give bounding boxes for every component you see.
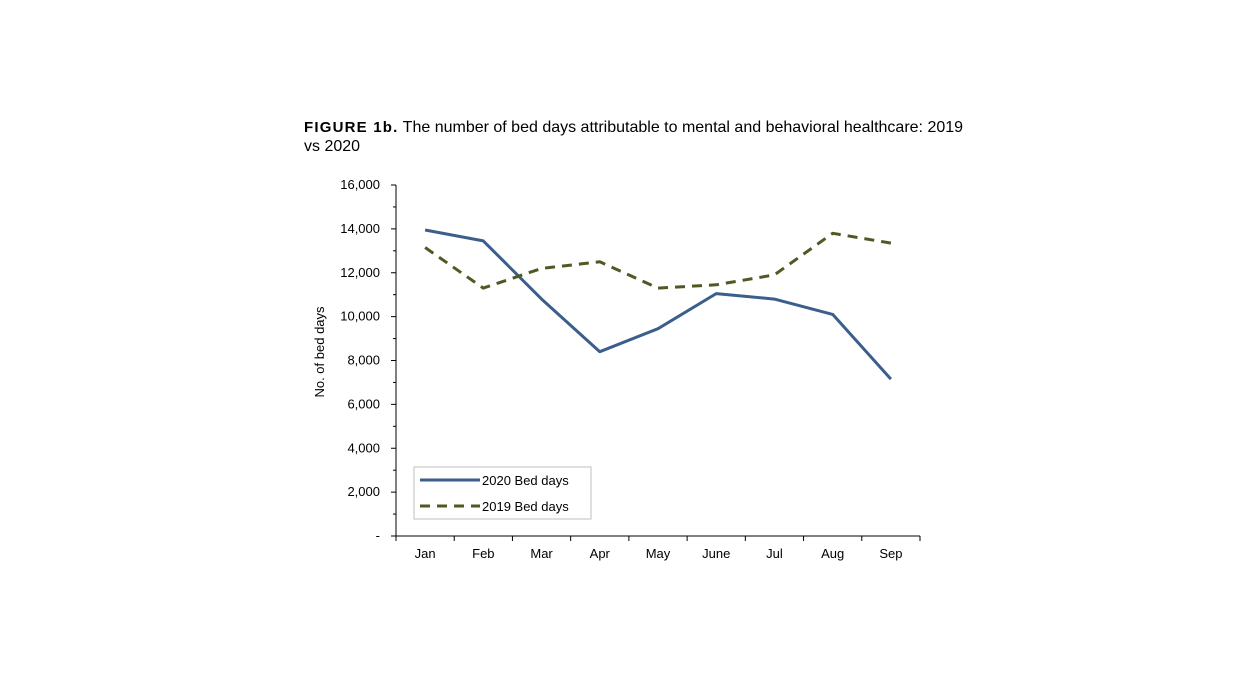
x-tick-label: Aug [821,546,844,561]
legend-label-2019: 2019 Bed days [482,499,569,514]
y-tick-label: - [376,528,380,543]
y-tick-label: 10,000 [340,309,380,324]
y-tick-label: 4,000 [347,440,380,455]
figure-title: FIGURE 1b. The number of bed days attrib… [304,118,964,156]
y-tick-label: 8,000 [347,353,380,368]
legend-label-2020: 2020 Bed days [482,473,569,488]
x-tick-label: Jan [415,546,436,561]
figure-caption: The number of bed days attributable to m… [304,119,964,155]
y-tick-label: 16,000 [340,177,380,192]
x-tick-label: Apr [590,546,611,561]
chart-axes: - 2,000 4,000 6,000 8,000 10,000 12,000 14,000 1… [340,177,921,561]
y-tick-label: 14,000 [340,221,380,236]
y-tick-label: 12,000 [340,265,380,280]
y-axis-label: No. of bed days [312,306,327,398]
chart-legend: 2020 Bed days 2019 Bed days [413,466,592,520]
x-tick-label: June [702,546,730,561]
x-tick-label: Sep [879,546,902,561]
x-tick-label: May [646,546,671,561]
x-tick-label: Feb [472,546,494,561]
legend-box [413,466,592,520]
y-tick-label: 2,000 [347,484,380,499]
series-line-2020 [424,228,893,381]
x-tick-label: Mar [530,546,553,561]
series-line-2019 [424,231,892,290]
chart-series [424,228,893,381]
y-tick-label: 6,000 [347,396,380,411]
x-tick-label: Jul [766,546,783,561]
figure-label: FIGURE 1b. [304,119,399,136]
